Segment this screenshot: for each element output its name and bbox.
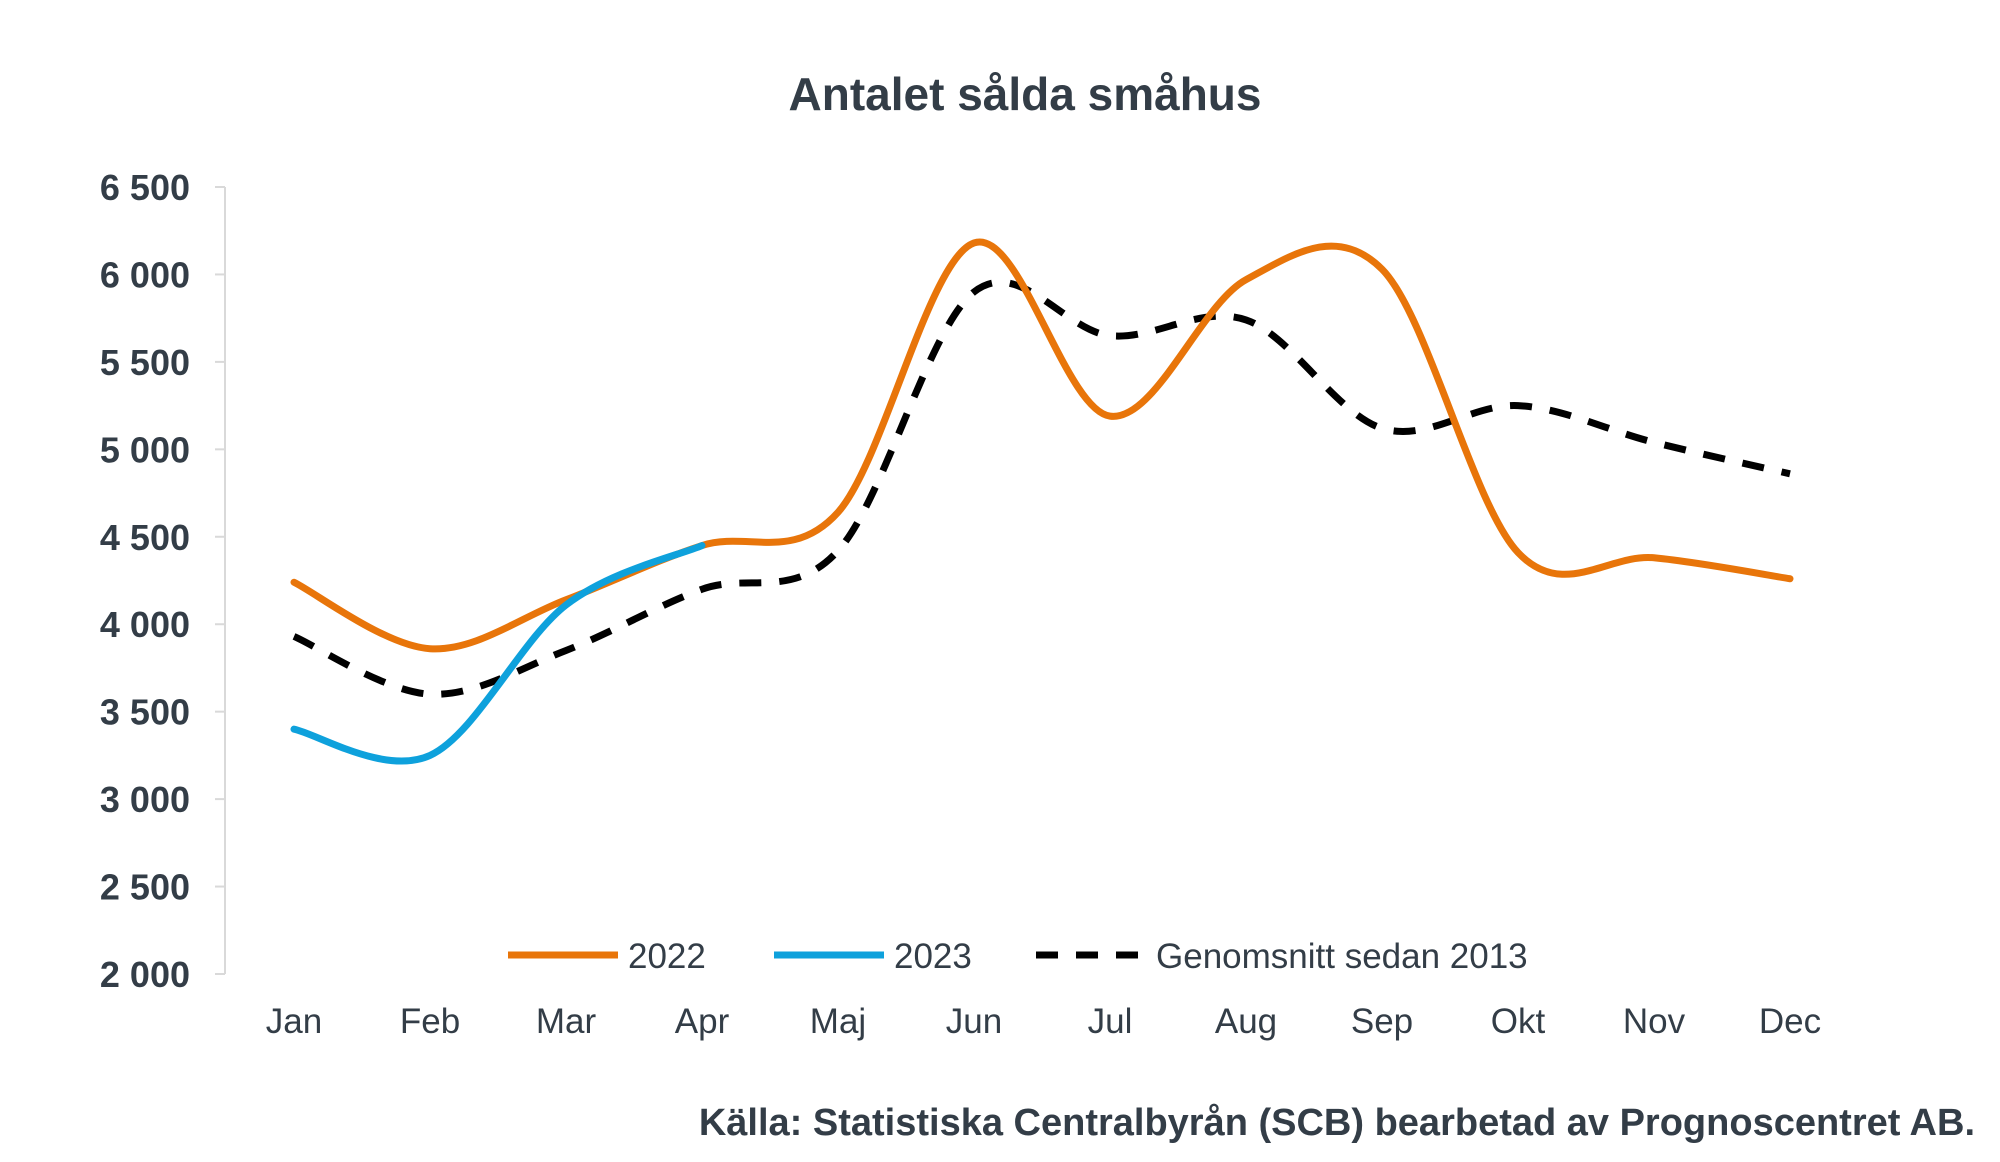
x-tick-label: Maj (810, 1002, 866, 1041)
x-tick-label: Apr (675, 1002, 730, 1041)
legend-label: 2022 (628, 937, 706, 976)
y-tick-label: 2 500 (100, 867, 190, 908)
series-line-2 (292, 278, 1791, 698)
y-tick-label: 3 500 (100, 692, 190, 733)
x-tick-label: Jun (946, 1002, 1002, 1041)
legend-label: Genomsnitt sedan 2013 (1156, 937, 1528, 976)
chart-title: Antalet sålda småhus (789, 68, 1262, 120)
y-tick-label: 5 000 (100, 429, 190, 470)
x-tick-label: Nov (1623, 1002, 1686, 1041)
y-tick-label: 4 500 (100, 517, 190, 558)
x-tick-label: Okt (1491, 1002, 1546, 1041)
series-line-0 (290, 238, 1794, 653)
y-tick-label: 4 000 (100, 604, 190, 645)
y-tick-label: 6 500 (100, 167, 190, 208)
y-tick-label: 2 000 (100, 954, 190, 995)
x-tick-label: Jul (1088, 1002, 1133, 1041)
legend-label: 2023 (894, 937, 972, 976)
y-tick-label: 3 000 (100, 779, 190, 820)
legend: 2022 2023 Genomsnitt sedan 2013 (508, 937, 1528, 976)
y-tick-label: 5 500 (100, 342, 190, 383)
x-tick-label: Sep (1351, 1002, 1413, 1041)
source-note: Källa: Statistiska Centralbyrån (SCB) be… (699, 1102, 1975, 1144)
x-tick-label: Dec (1759, 1002, 1821, 1041)
series-line-1 (290, 542, 706, 765)
x-tick-label: Aug (1215, 1002, 1277, 1041)
x-tick-label: Jan (266, 1002, 322, 1041)
x-tick-label: Feb (400, 1002, 460, 1041)
y-tick-label: 6 000 (100, 254, 190, 295)
x-tick-label: Mar (536, 1002, 597, 1041)
